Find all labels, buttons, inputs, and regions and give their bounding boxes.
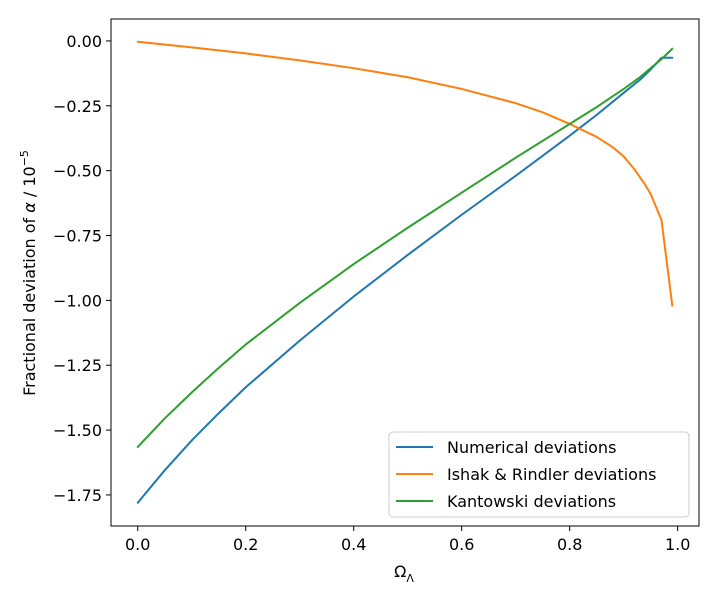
legend-label-kantowski: Kantowski deviations [447,492,616,511]
x-tick-label: 1.0 [665,535,690,554]
y-axis-ticks: 0.00 −0.25 −0.50 −0.75 −1.00 −1.25 −1.50 −1.75 [53,32,111,505]
y-tick-label: −0.25 [53,97,102,116]
y-tick-label: −1.75 [53,486,102,505]
axes-frame [110,18,700,527]
legend-label-ishak-rindler: Ishak & Rindler deviations [447,465,656,484]
x-axis-label: ΩΛ [394,562,414,585]
legend-label-numerical: Numerical deviations [447,438,616,457]
x-tick-label: 0.2 [233,535,258,554]
y-tick-label: −0.75 [53,227,102,246]
series-layer [136,40,674,504]
series-line-ishak-rindler [136,40,674,307]
legend: Numerical deviations Ishak & Rindler dev… [388,431,690,518]
x-tick-label: 0.8 [557,535,582,554]
y-axis-label: Fractional deviation of α / 10−5 [18,150,39,396]
y-tick-label: −1.25 [53,356,102,375]
y-tick-label: −1.50 [53,421,102,440]
legend-box [388,431,690,518]
x-tick-label: 0.4 [341,535,366,554]
y-tick-label: 0.00 [66,32,102,51]
series-line-numerical [136,56,674,504]
x-tick-label: 0.6 [449,535,474,554]
y-tick-label: −1.00 [53,291,102,310]
x-axis-ticks: 0.0 0.2 0.4 0.6 0.8 1.0 [125,526,690,554]
y-tick-label: −0.50 [53,162,102,181]
series-line-kantowski [136,47,674,448]
x-tick-label: 0.0 [125,535,150,554]
